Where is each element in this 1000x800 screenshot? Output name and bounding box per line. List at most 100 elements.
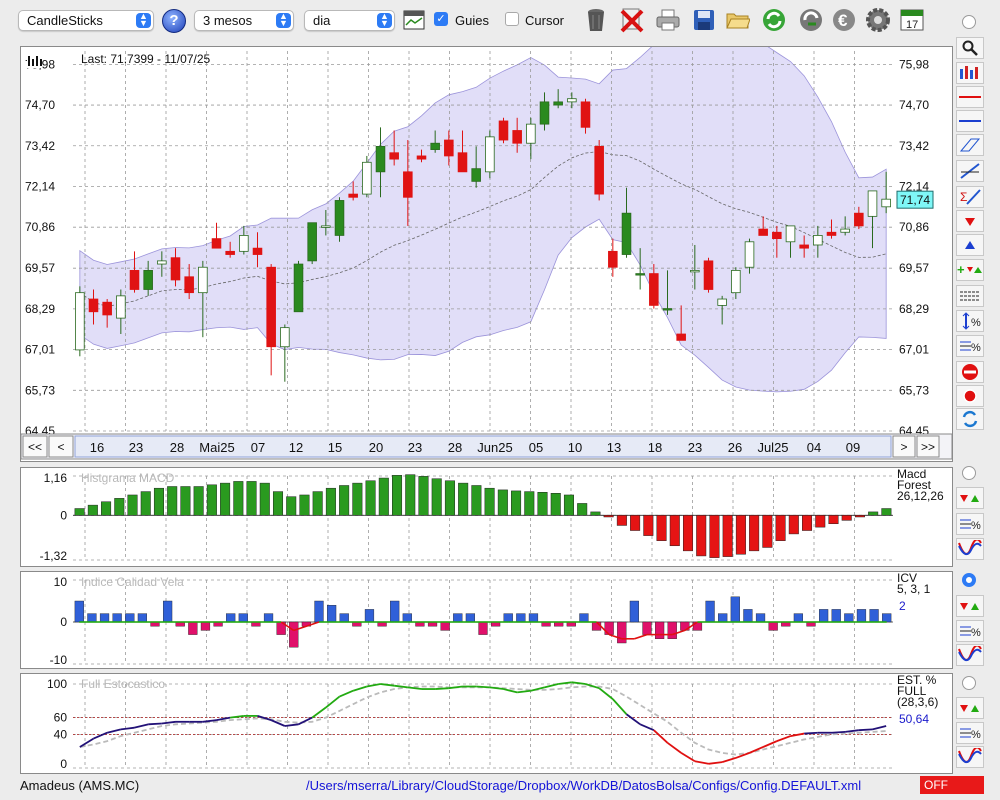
add-signals-icon[interactable]: + xyxy=(956,259,984,281)
gear-icon[interactable] xyxy=(864,6,892,34)
trendline-tool-icon[interactable] xyxy=(956,160,984,182)
candle[interactable] xyxy=(785,225,796,243)
candle[interactable] xyxy=(143,270,153,290)
calculator-icon[interactable] xyxy=(400,6,428,34)
macd-signals-icon[interactable] xyxy=(956,487,984,509)
candle[interactable] xyxy=(293,263,304,313)
red-hline-icon[interactable] xyxy=(956,86,984,108)
candle[interactable] xyxy=(184,276,194,294)
candle[interactable] xyxy=(280,327,290,348)
help-icon[interactable]: ? xyxy=(162,9,186,33)
candle[interactable] xyxy=(239,235,249,252)
candle[interactable] xyxy=(457,152,468,173)
candle[interactable] xyxy=(867,190,878,217)
record-icon[interactable] xyxy=(956,385,984,407)
nav-first-button[interactable] xyxy=(22,435,48,458)
delete-x-icon[interactable] xyxy=(618,6,646,34)
arrow-up-icon[interactable] xyxy=(956,234,984,256)
candle[interactable] xyxy=(580,101,591,128)
candle[interactable] xyxy=(649,273,659,306)
interval-select[interactable]: dia ▲ ▼ xyxy=(304,10,395,31)
save-icon[interactable] xyxy=(690,6,718,34)
macd-lines-percent-icon[interactable]: % xyxy=(956,513,984,535)
candle[interactable] xyxy=(690,270,700,273)
printer-icon[interactable] xyxy=(654,6,682,34)
candle[interactable] xyxy=(621,212,632,255)
candle[interactable] xyxy=(498,120,509,141)
candle[interactable] xyxy=(321,225,331,228)
candle[interactable] xyxy=(102,301,112,316)
config-path-link[interactable]: /Users/mserra/Library/CloudStorage/Dropb… xyxy=(306,778,862,793)
candle[interactable] xyxy=(430,142,440,150)
candle[interactable] xyxy=(252,247,263,255)
cursor-checkbox[interactable] xyxy=(505,12,519,26)
stoch-lines-percent-icon[interactable]: % xyxy=(956,722,984,744)
candle[interactable] xyxy=(307,222,317,262)
candle[interactable] xyxy=(826,231,837,236)
refresh-icon[interactable] xyxy=(760,6,788,34)
candle[interactable] xyxy=(772,231,782,240)
macd-chart[interactable]: Histgrama MACD 1,16 0 -1,32 MacdForest26,12,… xyxy=(21,467,952,566)
candle[interactable] xyxy=(198,266,208,294)
candle[interactable] xyxy=(758,228,768,236)
swap-icon[interactable] xyxy=(956,408,984,430)
candle[interactable] xyxy=(881,198,891,208)
no-entry-icon[interactable] xyxy=(956,361,984,383)
candle[interactable] xyxy=(567,98,577,103)
candle[interactable] xyxy=(375,145,386,173)
sum-tool-icon[interactable]: Σ xyxy=(956,186,984,208)
candle[interactable] xyxy=(553,101,563,106)
candle[interactable] xyxy=(485,136,495,173)
price-chart[interactable]: 75,9875,9874,7074,7073,4273,4272,1472,14… xyxy=(20,22,953,461)
candle[interactable] xyxy=(170,257,181,281)
stoch-curve-icon[interactable] xyxy=(956,746,984,768)
candle[interactable] xyxy=(403,171,413,198)
candle[interactable] xyxy=(129,270,140,290)
candle[interactable] xyxy=(116,295,126,319)
candle[interactable] xyxy=(471,168,481,182)
candle[interactable] xyxy=(635,273,645,276)
icv-signals-icon[interactable] xyxy=(956,595,984,617)
icv-lines-percent-icon[interactable]: % xyxy=(956,620,984,642)
candle[interactable] xyxy=(444,139,454,157)
candle[interactable] xyxy=(348,193,358,198)
nav-last-button[interactable] xyxy=(916,435,940,458)
candle[interactable] xyxy=(526,123,536,144)
stoch-panel-radio[interactable] xyxy=(962,676,976,690)
candle[interactable] xyxy=(744,241,755,268)
candle[interactable] xyxy=(88,298,99,313)
candle[interactable] xyxy=(211,238,222,249)
lines-tool-icon[interactable] xyxy=(956,285,984,307)
guides-checkbox[interactable]: ✓ xyxy=(434,12,448,26)
calendar-icon[interactable]: 17 xyxy=(898,6,926,34)
date-scroll-track[interactable] xyxy=(74,435,892,458)
lines-percent-icon[interactable]: % xyxy=(956,335,984,357)
zoom-icon[interactable] xyxy=(956,37,984,59)
candle[interactable] xyxy=(608,250,618,268)
icv-curve-icon[interactable] xyxy=(956,644,984,666)
open-folder-icon[interactable] xyxy=(724,6,752,34)
candle[interactable] xyxy=(731,270,741,294)
icv-panel-radio[interactable] xyxy=(962,573,976,587)
macd-curve-icon[interactable] xyxy=(956,538,984,560)
stoch-chart[interactable]: Full Estocastico 100 60 40 0 EST. %FULL(28,3,… xyxy=(21,673,952,773)
mode-status-badge[interactable]: OFF xyxy=(920,776,984,794)
blue-hline-icon[interactable] xyxy=(956,110,984,132)
macd-panel-radio[interactable] xyxy=(962,466,976,480)
candle[interactable] xyxy=(539,101,550,125)
nav-next-button[interactable] xyxy=(892,435,916,458)
candle[interactable] xyxy=(75,292,85,351)
trash-icon[interactable] xyxy=(582,6,610,34)
stoch-signals-icon[interactable] xyxy=(956,697,984,719)
candle[interactable] xyxy=(676,333,686,341)
candle[interactable] xyxy=(813,235,823,246)
candle[interactable] xyxy=(362,161,372,195)
candle[interactable] xyxy=(334,200,345,236)
candle[interactable] xyxy=(662,308,673,311)
candle[interactable] xyxy=(703,260,714,290)
candle[interactable] xyxy=(389,152,399,160)
euro-icon[interactable]: € xyxy=(830,6,858,34)
period-select[interactable]: 3 mesos ▲ ▼ xyxy=(194,10,294,31)
nav-prev-button[interactable] xyxy=(48,435,74,458)
